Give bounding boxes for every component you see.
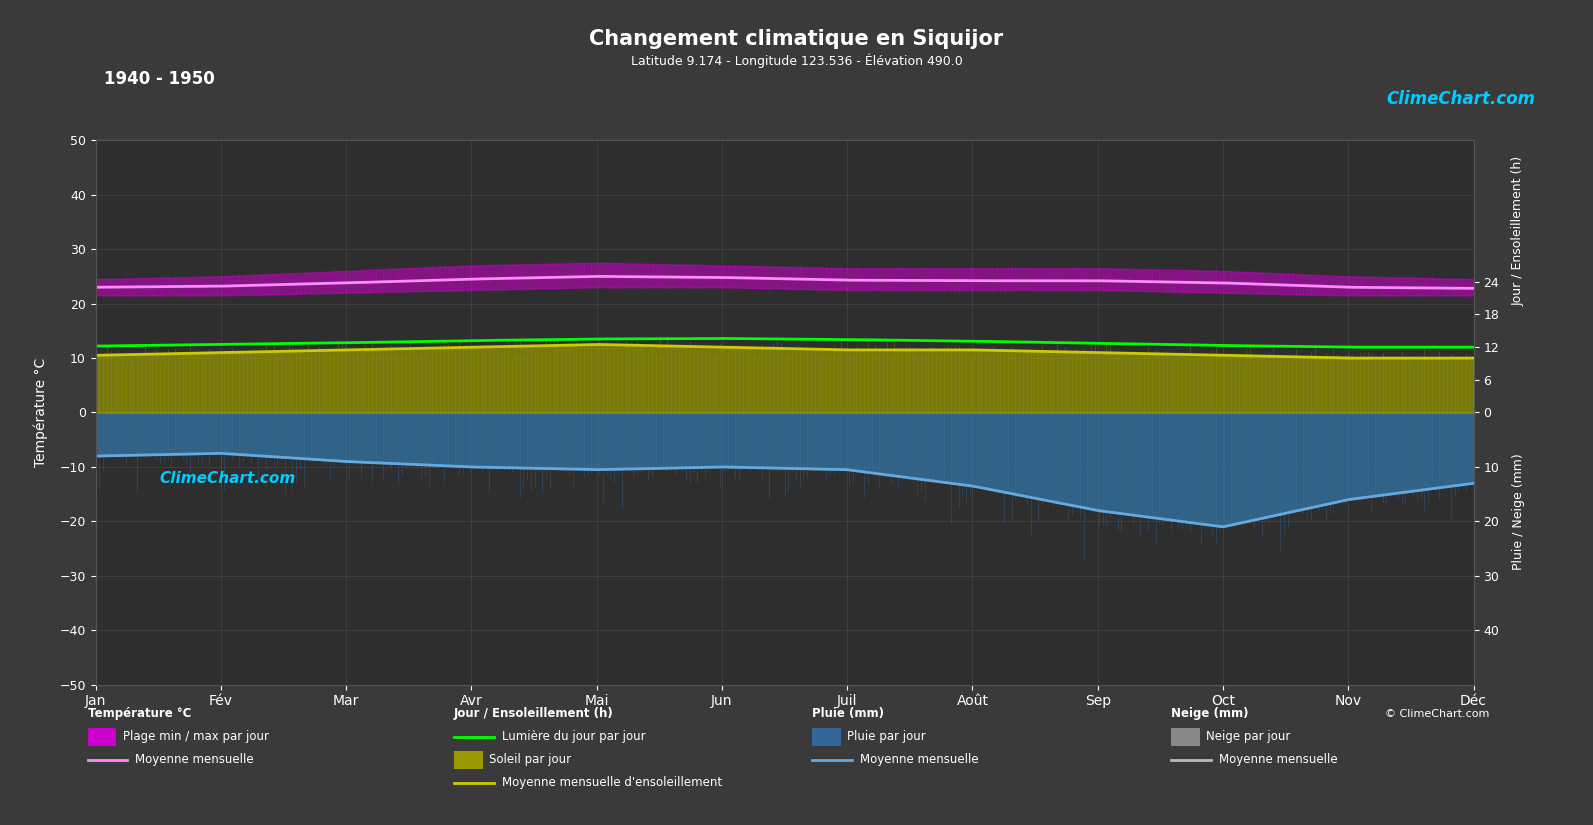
Text: Lumière du jour par jour: Lumière du jour par jour [502, 730, 645, 743]
Text: Moyenne mensuelle: Moyenne mensuelle [1219, 753, 1337, 766]
Text: Neige (mm): Neige (mm) [1171, 707, 1249, 720]
Text: Changement climatique en Siquijor: Changement climatique en Siquijor [589, 29, 1004, 49]
Text: Moyenne mensuelle: Moyenne mensuelle [860, 753, 978, 766]
Text: Moyenne mensuelle d'ensoleillement: Moyenne mensuelle d'ensoleillement [502, 776, 722, 790]
Text: Latitude 9.174 - Longitude 123.536 - Élévation 490.0: Latitude 9.174 - Longitude 123.536 - Élé… [631, 54, 962, 68]
Text: Température °C: Température °C [88, 707, 191, 720]
Text: Jour / Ensoleillement (h): Jour / Ensoleillement (h) [454, 707, 613, 720]
Text: Neige par jour: Neige par jour [1206, 730, 1290, 743]
Text: Pluie / Neige (mm): Pluie / Neige (mm) [1512, 453, 1525, 570]
Text: Pluie (mm): Pluie (mm) [812, 707, 884, 720]
Text: Pluie par jour: Pluie par jour [847, 730, 926, 743]
Text: Moyenne mensuelle: Moyenne mensuelle [135, 753, 253, 766]
Y-axis label: Température °C: Température °C [33, 358, 48, 467]
Text: © ClimeChart.com: © ClimeChart.com [1384, 709, 1489, 719]
Text: Jour / Ensoleillement (h): Jour / Ensoleillement (h) [1512, 156, 1525, 306]
Text: ClimeChart.com: ClimeChart.com [1386, 90, 1536, 108]
Text: 1940 - 1950: 1940 - 1950 [104, 70, 215, 88]
Text: Soleil par jour: Soleil par jour [489, 753, 572, 766]
Text: ClimeChart.com: ClimeChart.com [159, 471, 296, 486]
Text: Plage min / max par jour: Plage min / max par jour [123, 730, 269, 743]
